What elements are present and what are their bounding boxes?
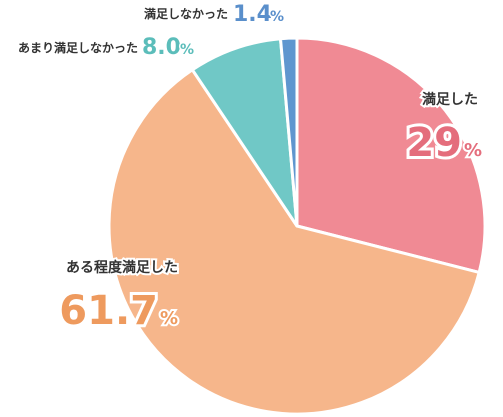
label-group-somewhat-satisfied: ある程度満足した 61.7 % (56, 257, 180, 337)
slice-label-somewhat-satisfied: ある程度満足した (66, 259, 178, 276)
slice-label-satisfied: 満足した (422, 91, 478, 108)
slice-unit-satisfied: % (464, 140, 482, 161)
pie-slice-satisfied (295, 36, 487, 274)
slice-unit-somewhat-satisfied: % (160, 308, 178, 329)
slice-value-not-satisfied: 1.4 (233, 2, 272, 27)
pie-slice-not-satisfied (279, 36, 299, 228)
slice-label-not-very-satisfied: あまり満足しなかった (18, 40, 138, 55)
slice-value-satisfied: 29 (406, 120, 462, 166)
label-group-not-satisfied: 満足しなかった 1.4 % (142, 0, 285, 29)
label-group-not-very-satisfied: あまり満足しなかった 8.0 % (16, 33, 195, 62)
slice-label-not-satisfied: 満足しなかった (144, 6, 228, 21)
pie-slice-somewhat-satisfied (107, 68, 481, 416)
pie-slices (107, 36, 487, 416)
slice-value-not-very-satisfied: 8.0 (142, 35, 181, 60)
slice-value-somewhat-satisfied: 61.7 (59, 288, 158, 334)
slice-unit-not-very-satisfied: % (180, 42, 194, 58)
label-group-satisfied: 満足した 29 % (403, 89, 484, 169)
pie-slice-not-very-satisfied (190, 37, 299, 228)
slice-unit-not-satisfied: % (270, 9, 284, 25)
